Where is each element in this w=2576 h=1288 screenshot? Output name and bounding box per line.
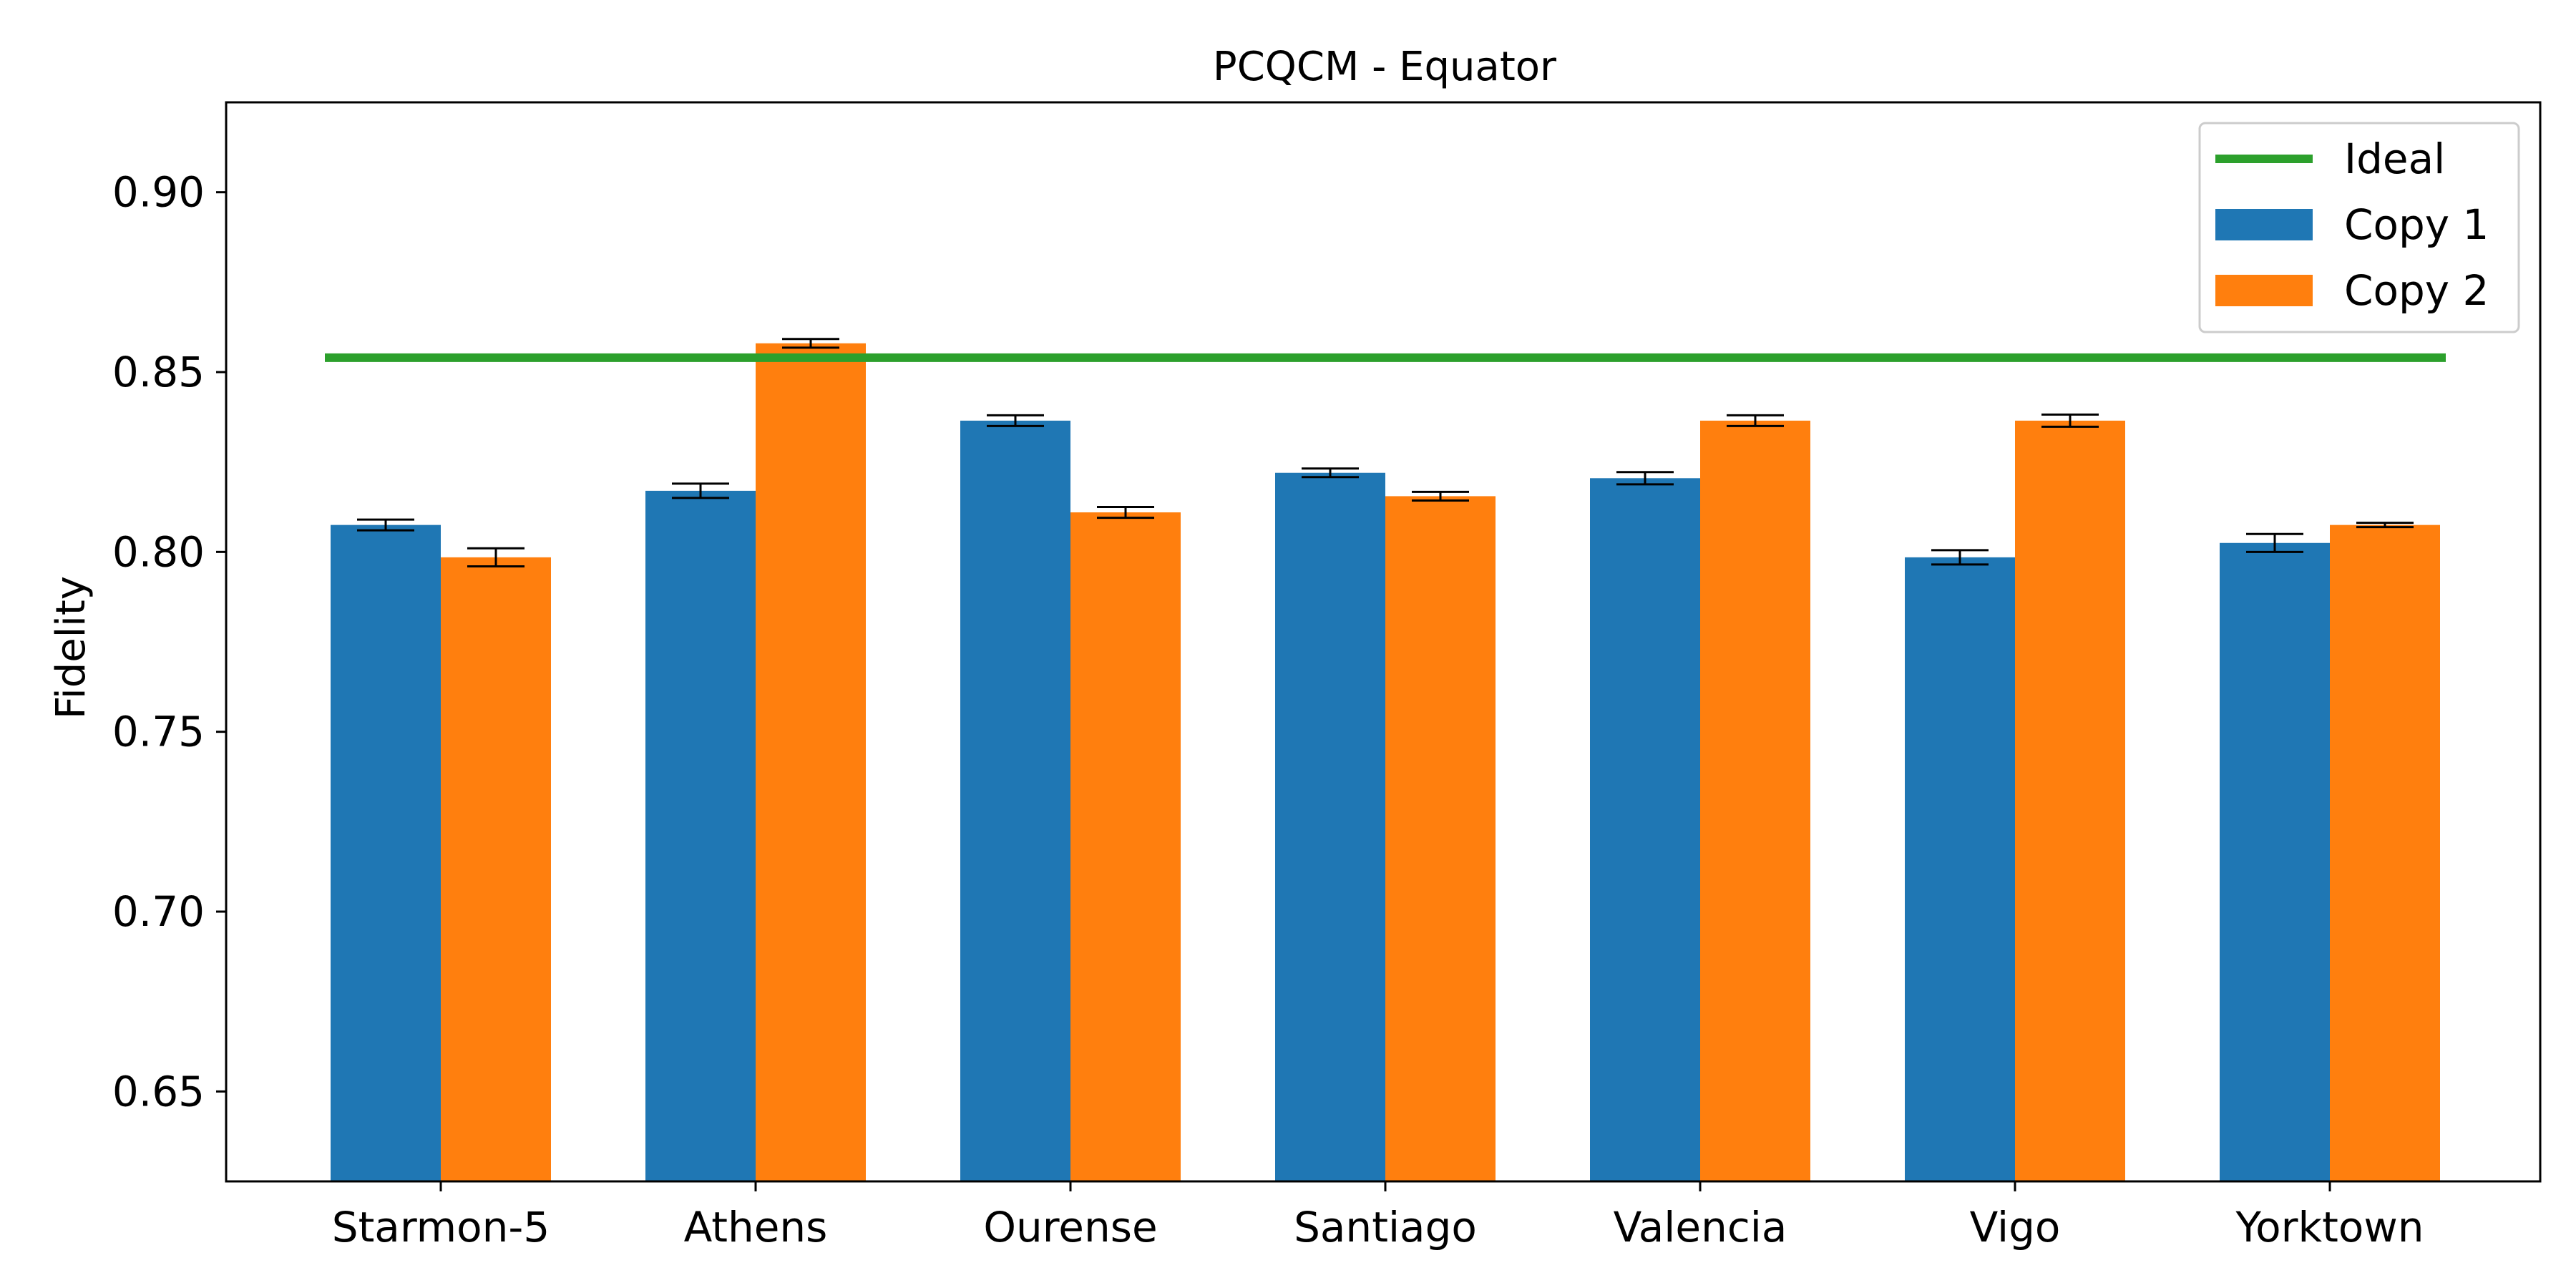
y-tick-label: 0.80 bbox=[112, 527, 205, 576]
bar-copy-1-santiago bbox=[1275, 472, 1385, 1181]
legend-swatch-copy-1 bbox=[2215, 209, 2313, 240]
x-tick-label: Yorktown bbox=[2235, 1203, 2424, 1252]
y-tick-label: 0.70 bbox=[112, 887, 205, 936]
bar-copy-2-yorktown bbox=[2330, 525, 2440, 1181]
bar-copy-1-valencia bbox=[1590, 478, 1700, 1181]
y-tick-label: 0.65 bbox=[112, 1067, 205, 1116]
bar-copy-2-athens bbox=[756, 343, 866, 1182]
bar-copy-2-ourense bbox=[1070, 512, 1181, 1181]
bar-copy-1-yorktown bbox=[2220, 542, 2330, 1181]
y-axis-label: Fidelity bbox=[48, 576, 94, 719]
legend-label-copy-1: Copy 1 bbox=[2344, 200, 2489, 249]
x-tick-label: Santiago bbox=[1294, 1203, 1477, 1252]
bar-copy-1-athens bbox=[645, 490, 756, 1181]
x-tick-label: Ourense bbox=[983, 1203, 1157, 1252]
legend-swatch-copy-2 bbox=[2215, 275, 2313, 306]
y-tick-label: 0.90 bbox=[112, 168, 205, 217]
legend-label-copy-2: Copy 2 bbox=[2344, 266, 2489, 315]
plot-area: 0.65 0.70 0.75 0.80 0.85 0.90 Starmon-5 Athens O… bbox=[112, 101, 2542, 1252]
x-tick-label: Vigo bbox=[1970, 1203, 2061, 1252]
bar-copy-1-vigo bbox=[1905, 557, 2015, 1181]
x-tick-label: Athens bbox=[684, 1203, 828, 1252]
plot-frame bbox=[225, 101, 2542, 1183]
bar-copy-2-starmon-5 bbox=[441, 557, 551, 1181]
bar-copy-1-ourense bbox=[960, 420, 1070, 1181]
bar-copy-2-vigo bbox=[2015, 420, 2125, 1181]
legend: Ideal Copy 1 Copy 2 bbox=[2198, 122, 2520, 333]
legend-label-ideal: Ideal bbox=[2344, 135, 2445, 183]
chart-title: PCQCM - Equator bbox=[1213, 44, 1557, 90]
bar-copy-2-valencia bbox=[1700, 420, 1810, 1181]
bar-copy-1-starmon-5 bbox=[331, 525, 441, 1181]
y-tick-label: 0.85 bbox=[112, 348, 205, 396]
x-tick-label: Valencia bbox=[1614, 1203, 1787, 1252]
bar-copy-2-santiago bbox=[1385, 496, 1496, 1181]
x-tick-label: Starmon-5 bbox=[332, 1203, 550, 1252]
y-tick-label: 0.75 bbox=[112, 708, 205, 756]
